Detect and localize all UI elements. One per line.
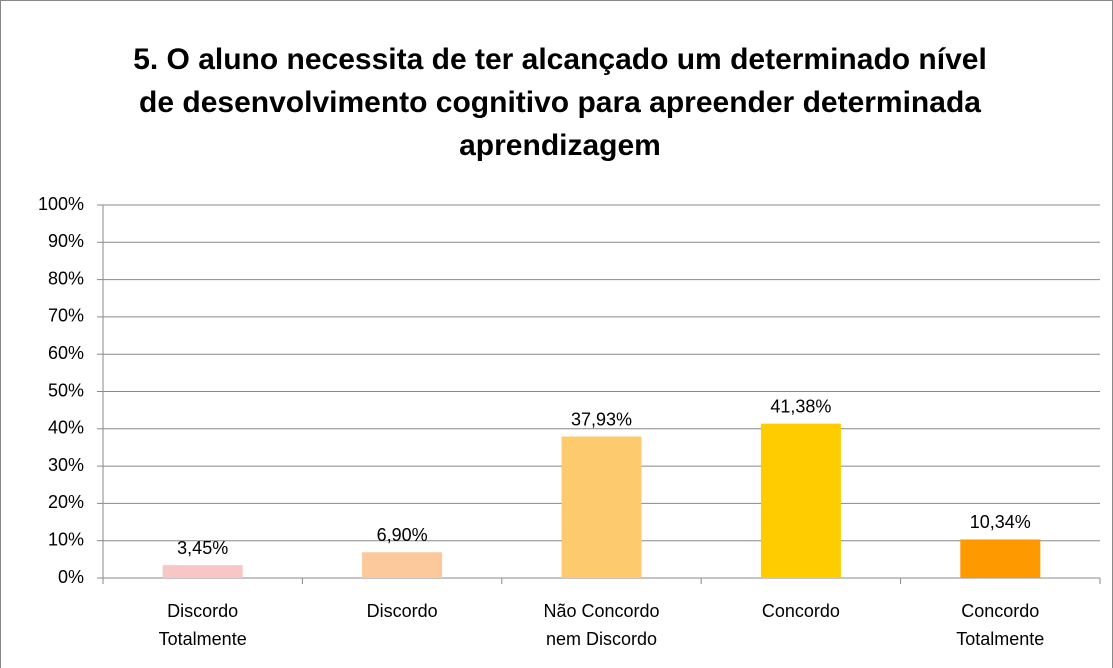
bar [760,423,841,578]
x-tick-label: Concordo Totalmente [956,601,1045,649]
y-tick-label: 0% [58,567,84,587]
chart-title: 5. O aluno necessita de ter alcançado um… [133,43,987,162]
x-tick-label: Não Concordo nem Discordo [543,601,660,649]
y-tick-label: 100% [38,194,84,214]
y-tick-label: 10% [48,529,84,549]
bar [362,552,443,578]
y-tick-label: 90% [48,231,84,251]
y-tick-label: 40% [48,418,84,438]
data-label: 6,90% [377,525,428,545]
data-label: 10,34% [970,512,1031,532]
bar [960,539,1041,578]
x-tick-label: Discordo [366,601,438,621]
data-label: 41,38% [770,396,831,416]
y-tick-label: 20% [48,492,84,512]
y-tick-label: 70% [48,306,84,326]
x-tick-label: Discordo Totalmente [158,601,247,649]
bar [561,436,642,578]
y-tick-label: 50% [48,380,84,400]
y-tick-label: 30% [48,455,84,475]
y-tick-label: 60% [48,343,84,363]
y-tick-label: 80% [48,268,84,288]
bar [162,565,243,578]
x-tick-label: Concordo [761,601,840,621]
data-label: 3,45% [177,538,228,558]
data-label: 37,93% [571,409,632,429]
